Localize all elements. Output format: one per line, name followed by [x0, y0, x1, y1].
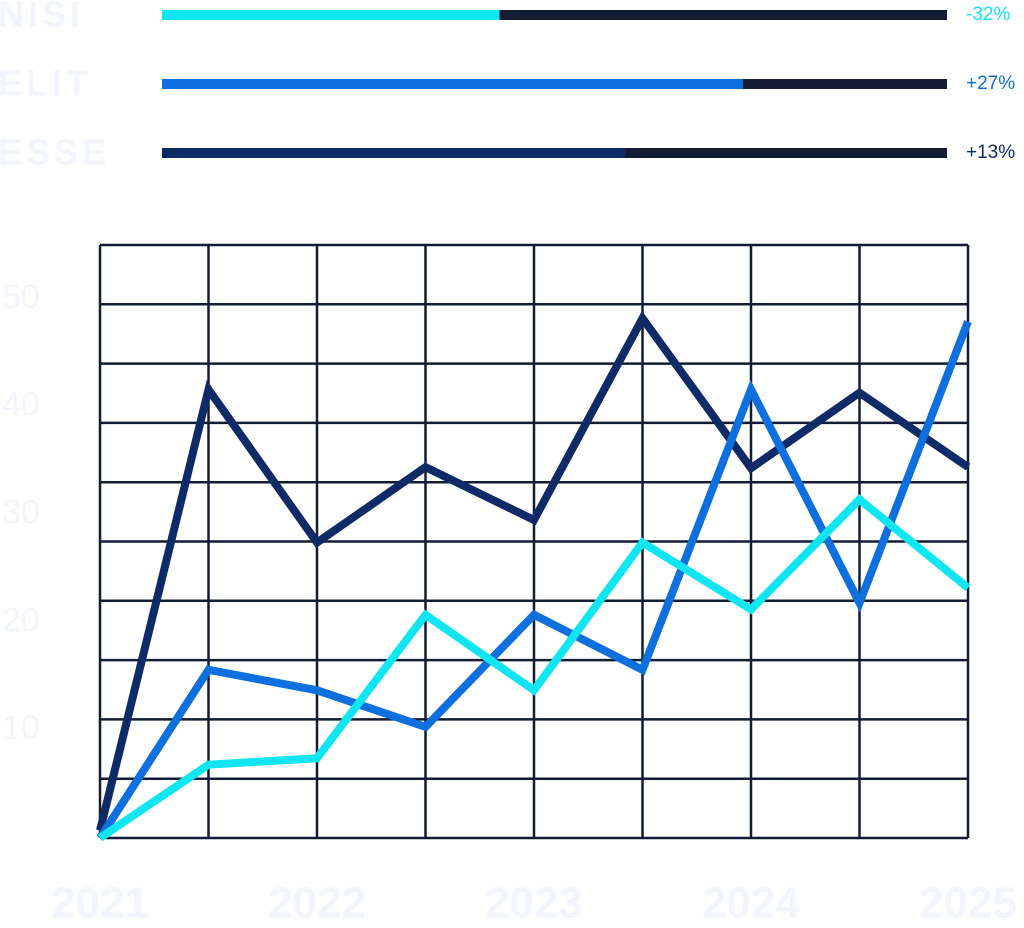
y-tick-label: 30	[2, 494, 40, 532]
bar-label: NISI	[0, 0, 84, 35]
x-tick-label: 2023	[485, 879, 583, 923]
x-tick-label: 2022	[268, 879, 366, 923]
change-label: +13%	[966, 142, 1015, 163]
y-tick-label: 10	[2, 709, 40, 747]
series-line	[97, 494, 971, 842]
bar-label: ESSE	[0, 132, 110, 173]
x-tick-label: 2024	[702, 879, 800, 923]
y-tick-label: 50	[2, 278, 40, 316]
y-tick-label: 20	[2, 601, 40, 639]
change-label: +27%	[966, 73, 1015, 94]
change-label: -32%	[966, 4, 1010, 25]
x-tick-label: 2025	[919, 879, 1017, 923]
y-tick-label: 40	[2, 386, 40, 424]
x-tick-label: 2021	[51, 879, 149, 923]
series-line	[96, 310, 971, 832]
bar-label: ELIT	[0, 63, 92, 104]
